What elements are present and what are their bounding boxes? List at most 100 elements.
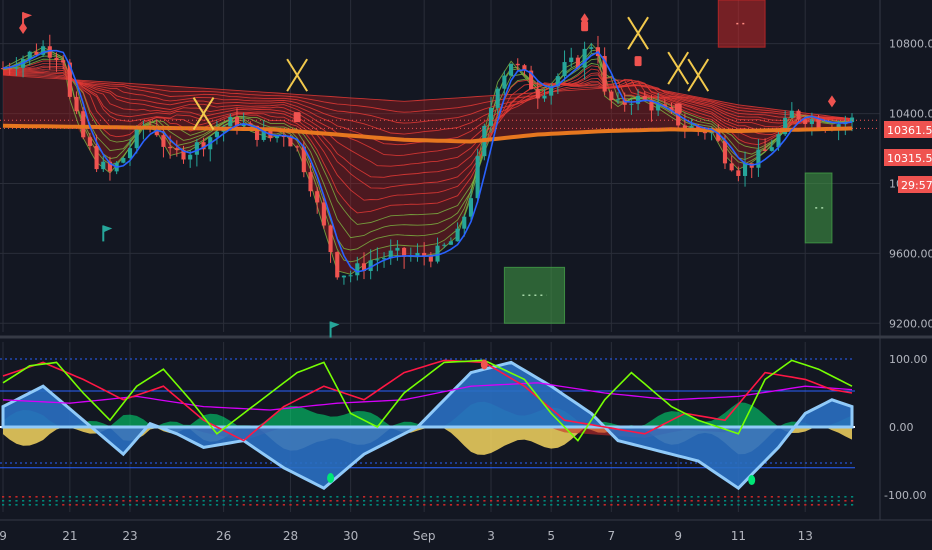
candle-up [789, 110, 794, 118]
signal-strip-dot [449, 504, 453, 506]
signal-strip-dot [215, 496, 219, 498]
signal-strip-dot [229, 500, 232, 502]
oscillator-axis[interactable]: 100.00 0.00 -100.00 [884, 353, 928, 502]
signal-strip-dot [750, 496, 753, 498]
signal-strip-dot [102, 496, 105, 498]
signal-strip-dot [55, 496, 58, 498]
signal-strip-dot [570, 496, 573, 498]
price-label-box [884, 121, 932, 138]
signal-strip-dot [189, 504, 192, 506]
candle-down [174, 148, 179, 150]
mf-positive-area [3, 401, 852, 427]
signal-strip-dot [229, 504, 232, 506]
signal-strip-dot [723, 504, 727, 506]
signal-strip-dot [369, 500, 372, 502]
candle-up [348, 275, 353, 277]
candle-up [636, 95, 641, 104]
time-tick-label: 7 [608, 529, 616, 543]
candle-up [769, 147, 774, 151]
signal-strip-dot [282, 496, 285, 498]
signal-strip-dot [469, 504, 473, 506]
signal-strip-dot [784, 500, 787, 502]
signal-strip-dot [383, 504, 386, 506]
candle-down [529, 70, 534, 90]
oscillator-tick-label: 0.00 [889, 421, 914, 434]
signal-strip-dot [115, 504, 118, 506]
price-tick-label: 10400.00 [889, 108, 932, 121]
candle-down [649, 99, 654, 111]
candle-down [254, 125, 260, 140]
signal-strip-dot [443, 504, 446, 506]
signal-strip-dot [55, 500, 58, 502]
signal-strip-dot [322, 496, 326, 498]
signal-strip-dot [503, 504, 506, 506]
signal-strip-dot [449, 500, 453, 502]
signal-markers [19, 12, 836, 338]
time-axis[interactable]: 9 21 23 26 28 30 Sep 3 5 7 9 11 13 [0, 529, 813, 543]
signal-strip-dot [456, 496, 459, 498]
candle-up [502, 75, 507, 89]
signal-strip-dot [329, 500, 332, 502]
candle-up [214, 131, 219, 138]
signal-strip-dot [824, 504, 827, 506]
signal-strip-dot [730, 500, 733, 502]
signal-strip-dot [202, 504, 205, 506]
signal-strip-dot [256, 500, 259, 502]
signal-strip-dot [15, 504, 18, 506]
signal-strip-dot [543, 504, 546, 506]
signal-strip-dot [182, 496, 185, 498]
signal-strip-dot [570, 504, 573, 506]
signal-strip-dot [403, 496, 406, 498]
signal-strip-dot [8, 504, 11, 506]
signal-strip-dot [757, 500, 760, 502]
signal-strip-dot [510, 504, 513, 506]
signal-strip-dot [516, 496, 519, 498]
signal-strip-dot [249, 500, 252, 502]
signal-strip-dot [590, 504, 593, 506]
signal-strip-dot [476, 500, 479, 502]
signal-strip-dot [770, 504, 773, 506]
signal-strip-dot [550, 500, 553, 502]
signal-strip-dot [349, 496, 352, 498]
signal-strip-dot [15, 500, 18, 502]
signal-strip-dot [750, 504, 753, 506]
candle-up [14, 67, 19, 69]
price-label-box [884, 149, 932, 166]
signal-strip-dot [389, 496, 392, 498]
signal-strip-dot [690, 504, 693, 506]
stoch-k-line [2, 359, 853, 442]
signal-strip-dot [115, 500, 118, 502]
signal-strip-dot [195, 504, 199, 506]
candle-up [508, 63, 514, 76]
signal-strip-dot [770, 500, 773, 502]
signal-strip-dot [737, 496, 740, 498]
candle-up [127, 148, 133, 159]
signal-strip-dot [222, 504, 225, 506]
signal-strip-dot [82, 496, 85, 498]
signal-strip-dot [703, 504, 707, 506]
signal-strip-dot [276, 504, 279, 506]
signal-strip-dot [576, 496, 580, 498]
signal-strip-dot [155, 504, 158, 506]
candle-up [689, 125, 694, 129]
signal-strip-dot [75, 504, 78, 506]
signal-strip-dot [596, 504, 600, 506]
signal-strip-dot [269, 500, 272, 502]
signal-strip-dot [737, 500, 740, 502]
time-tick-label: 9 [674, 529, 682, 543]
signal-strip-dot [824, 500, 827, 502]
oscillator [0, 358, 855, 506]
signal-strip-dot [637, 500, 640, 502]
signal-strip-dot [129, 496, 132, 498]
signal-strip-dot [730, 504, 733, 506]
candle-up [549, 86, 554, 96]
candle-down [34, 51, 39, 55]
rsi-line [2, 382, 853, 411]
signal-strip-dot [182, 504, 185, 506]
signal-strip-dot [810, 500, 814, 502]
signal-strip-dot [844, 496, 847, 498]
signal-strip-dot [175, 504, 179, 506]
signal-strip-dot [703, 496, 707, 498]
candle-up [341, 275, 347, 278]
